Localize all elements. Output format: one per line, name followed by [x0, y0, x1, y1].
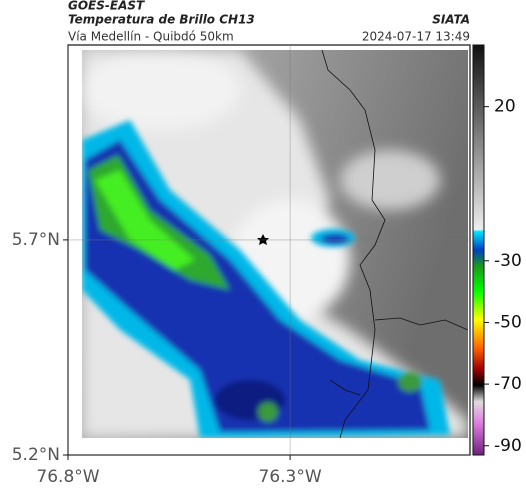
agency: SIATA	[432, 13, 470, 27]
subtitle: Vía Medellín - Quibdó 50km	[68, 30, 234, 44]
colorbar-tick-label: -90	[494, 436, 522, 456]
source: GOES-EAST	[68, 0, 145, 13]
lat-tick-label: 5.2°N	[12, 445, 60, 465]
location-star	[257, 234, 269, 245]
lat-tick-label: 5.7°N	[12, 230, 60, 250]
satellite-image	[82, 50, 468, 438]
timestamp: 2024-07-17 13:49	[362, 30, 470, 44]
title: Temperatura de Brillo CH13	[68, 13, 255, 27]
lon-tick-label: 76.3°W	[259, 467, 322, 487]
colorbar-tick-label: -50	[494, 312, 522, 332]
lon-tick-label: 76.8°W	[36, 467, 99, 487]
colorbar-tick-label: -30	[494, 251, 522, 271]
colorbar-tick-label: -70	[494, 374, 522, 394]
colorbar	[472, 44, 485, 456]
colorbar-tick-label: 20	[494, 97, 516, 117]
